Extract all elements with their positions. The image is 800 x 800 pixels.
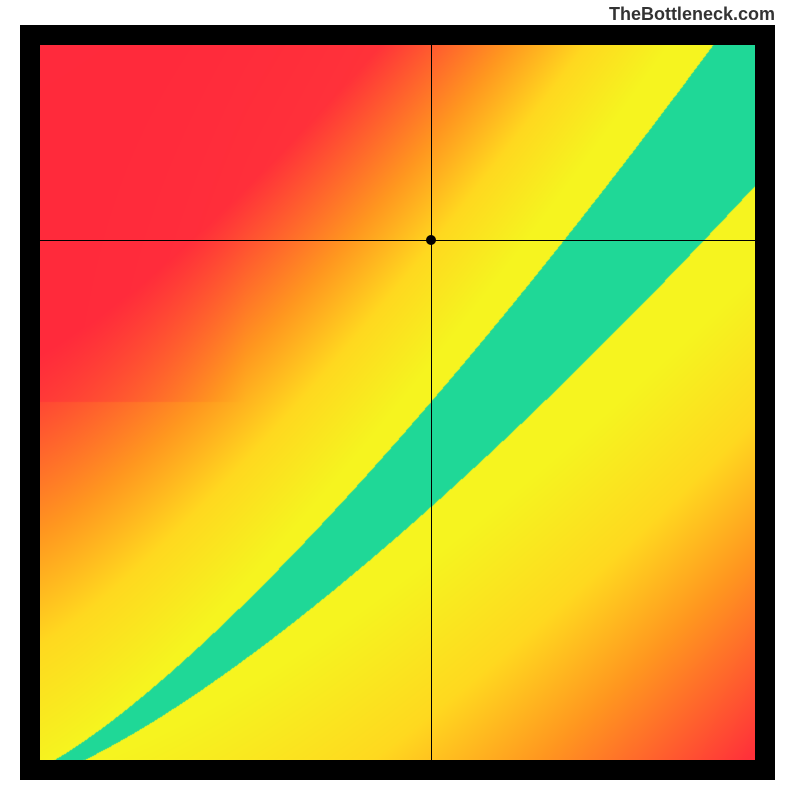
chart-container bbox=[20, 25, 775, 780]
selection-point bbox=[426, 235, 436, 245]
watermark-text: TheBottleneck.com bbox=[609, 4, 775, 25]
crosshair-vertical bbox=[431, 25, 432, 780]
crosshair-horizontal bbox=[20, 240, 775, 241]
heatmap-canvas bbox=[20, 25, 775, 780]
